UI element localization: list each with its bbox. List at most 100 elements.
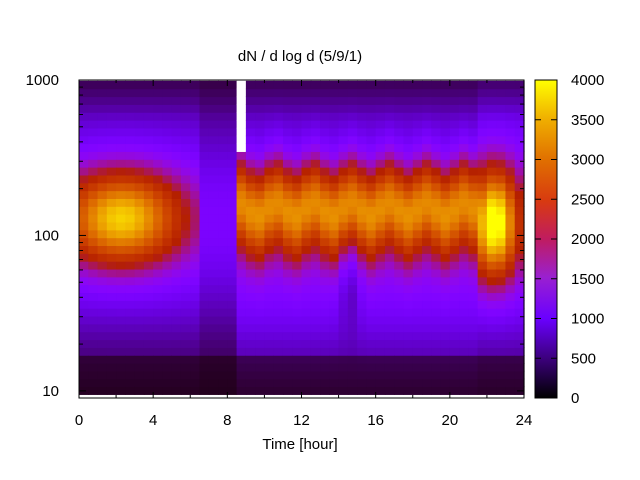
heatmap-cell (310, 229, 321, 239)
heatmap-cell (338, 245, 349, 254)
heatmap-cell (162, 96, 173, 105)
heatmap-cell (180, 229, 191, 239)
heatmap-cell (486, 112, 497, 121)
heatmap-cell (384, 300, 395, 309)
heatmap-cell (486, 96, 497, 105)
heatmap-cell (88, 300, 99, 309)
heatmap-cell (347, 96, 358, 105)
heatmap-cell (320, 363, 330, 372)
heatmap-cell (422, 308, 432, 317)
heatmap-cell (88, 120, 99, 129)
heatmap-cell (412, 245, 423, 254)
heatmap-cell (366, 88, 377, 98)
heatmap-cell (153, 308, 164, 317)
heatmap-cell (282, 214, 293, 223)
heatmap-cell (310, 331, 321, 341)
heatmap-cell (459, 355, 469, 364)
heatmap-cell (106, 88, 117, 98)
heatmap-cell (449, 323, 460, 333)
heatmap-cell (208, 339, 219, 348)
heatmap-cell (320, 292, 330, 301)
heatmap-cell (116, 300, 126, 309)
heatmap-cell (403, 237, 414, 247)
heatmap-cell (486, 206, 497, 215)
heatmap-cell (422, 206, 432, 215)
heatmap-cell (329, 268, 340, 278)
heatmap-cell (79, 127, 89, 137)
heatmap-cell (357, 347, 367, 356)
heatmap-cell (245, 386, 256, 395)
heatmap-cell (496, 315, 507, 325)
heatmap-cell (384, 88, 395, 98)
heatmap-cell (199, 253, 210, 262)
heatmap-cell (199, 104, 210, 113)
heatmap-cell (134, 378, 145, 388)
heatmap-cell (162, 112, 173, 121)
heatmap-cell (347, 355, 358, 364)
heatmap-cell (357, 323, 367, 333)
heatmap-cell (292, 308, 303, 317)
heatmap-cell (301, 80, 312, 90)
heatmap-cell (97, 167, 108, 176)
heatmap-cell (459, 206, 469, 215)
heatmap-cell (403, 174, 414, 184)
heatmap-cell (486, 214, 497, 223)
heatmap-cell (273, 378, 284, 388)
heatmap-cell (449, 127, 460, 137)
heatmap-cell (106, 198, 117, 207)
heatmap-cell (431, 347, 442, 356)
heatmap-cell (245, 245, 256, 254)
heatmap-cell (422, 159, 432, 168)
heatmap-cell (366, 214, 377, 223)
heatmap-cell (162, 331, 173, 341)
heatmap-cell (236, 88, 247, 98)
heatmap-cell (375, 221, 386, 231)
heatmap-cell (459, 308, 469, 317)
x-tick-label: 8 (223, 412, 231, 429)
heatmap-cell (486, 315, 497, 325)
heatmap-cell (486, 245, 497, 254)
heatmap-cell (255, 378, 266, 388)
heatmap-cell (384, 151, 395, 160)
heatmap-cell (273, 245, 284, 254)
heatmap-cell (227, 112, 238, 121)
heatmap-cell (153, 120, 164, 129)
heatmap-cell (245, 143, 256, 152)
heatmap-cell (301, 370, 312, 380)
heatmap-cell (486, 323, 497, 333)
heatmap-cell (162, 245, 173, 254)
heatmap-cell (514, 229, 525, 239)
heatmap-cell (180, 135, 191, 145)
heatmap-cell (218, 159, 228, 168)
heatmap-cell (375, 347, 386, 356)
heatmap-cell (162, 167, 173, 176)
heatmap-cell (199, 245, 210, 254)
heatmap-cell (394, 151, 405, 160)
heatmap-cell (347, 237, 358, 247)
heatmap-cell (440, 159, 451, 168)
heatmap-cell (190, 159, 201, 168)
heatmap-cell (357, 190, 367, 199)
heatmap-cell (468, 151, 479, 160)
heatmap-cell (97, 331, 108, 341)
heatmap-cell (301, 276, 312, 286)
heatmap-cell (440, 120, 451, 129)
heatmap-cell (384, 120, 395, 129)
heatmap-cell (505, 151, 516, 160)
heatmap-cell (116, 221, 126, 231)
heatmap-cell (496, 363, 507, 372)
heatmap-cell (431, 206, 442, 215)
heatmap-cell (338, 206, 349, 215)
heatmap-cell (125, 370, 136, 380)
heatmap-cell (171, 331, 182, 341)
heatmap-cell (255, 80, 266, 90)
heatmap-cell (79, 308, 89, 317)
heatmap-cell (459, 347, 469, 356)
heatmap-cell (171, 127, 182, 137)
heatmap-cell (422, 80, 432, 90)
heatmap-cell (468, 261, 479, 270)
heatmap-cell (403, 120, 414, 129)
heatmap-cell (449, 355, 460, 364)
heatmap-cell (153, 323, 164, 333)
heatmap-cell (431, 331, 442, 341)
